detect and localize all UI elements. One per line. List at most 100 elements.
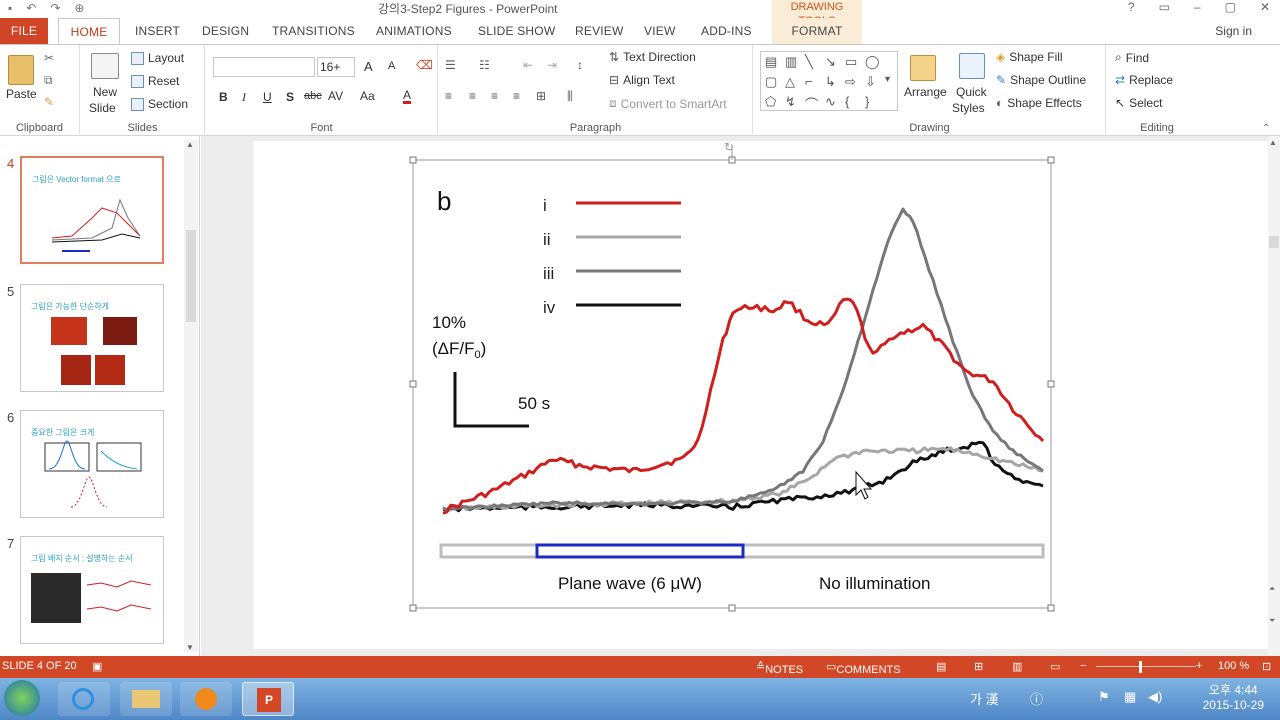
slide-thumbnail-4[interactable]: 그림은 Vector format 으로 <box>20 156 164 264</box>
section-button[interactable]: Section <box>131 97 188 111</box>
oval-shape-icon[interactable]: ◯ <box>865 54 880 69</box>
layout-button[interactable]: Layout <box>131 51 184 65</box>
slide-thumbnail-6[interactable]: 중요한 그림은 크게 <box>20 410 164 518</box>
normal-view-icon[interactable]: ▤ <box>936 661 947 673</box>
tab-slide-show[interactable]: SLIDE SHOW <box>478 24 556 38</box>
ime-help-icon[interactable]: ⓘ <box>1030 692 1044 707</box>
shape-outline-button[interactable]: ✎ Shape Outline <box>996 73 1086 87</box>
action-center-flag-icon[interactable]: ⚑ <box>1098 689 1110 704</box>
numbering-icon[interactable]: ☷ <box>479 58 490 72</box>
new-slide-icon[interactable] <box>91 53 119 79</box>
restore-button[interactable]: ▢ <box>1224 0 1236 14</box>
right-brace-shape-icon[interactable]: } <box>865 94 870 109</box>
tab-review[interactable]: REVIEW <box>575 24 624 38</box>
thumbnails-scrollbar-thumb[interactable] <box>186 230 196 322</box>
tab-animations[interactable]: ANIMATIONS <box>376 24 452 38</box>
network-icon[interactable]: ▦ <box>1124 689 1137 704</box>
quick-styles-button-line2[interactable]: Styles <box>952 101 985 115</box>
spell-check-icon[interactable]: ▣ <box>92 661 103 673</box>
figure-graphic[interactable]: ↻ b i ii iii iv 10% (ΔF/F0) 50 s <box>253 140 1271 649</box>
slide-sorter-view-icon[interactable]: ⊞ <box>974 661 984 673</box>
line-shape-icon[interactable]: ╲ <box>805 54 813 69</box>
new-slide-button-line2[interactable]: Slide <box>89 101 116 115</box>
shrink-font-button[interactable]: A <box>388 60 396 72</box>
zoom-level[interactable]: 100 % <box>1218 660 1250 672</box>
arrow-line-shape-icon[interactable]: ↘ <box>825 54 836 69</box>
format-painter-icon[interactable]: ✎ <box>44 95 55 109</box>
zoom-slider-thumb[interactable] <box>1139 661 1142 673</box>
paste-button[interactable]: Paste <box>6 87 37 101</box>
font-size-input[interactable]: 16+ <box>317 57 355 77</box>
current-slide[interactable]: ↻ b i ii iii iv 10% (ΔF/F0) 50 s <box>253 140 1271 649</box>
decrease-indent-icon[interactable]: ⇤ <box>523 58 534 72</box>
reset-button[interactable]: Reset <box>131 74 179 88</box>
resize-handle[interactable] <box>728 604 736 612</box>
right-arrow-shape-icon[interactable]: ⇨ <box>845 74 856 89</box>
underline-button[interactable]: U <box>263 90 272 104</box>
scroll-up-icon[interactable]: ▲ <box>186 140 194 149</box>
zoom-out-button[interactable]: − <box>1080 660 1087 672</box>
resize-handle[interactable] <box>409 380 417 388</box>
reading-view-icon[interactable]: ▥ <box>1012 661 1023 673</box>
minimize-button[interactable]: – <box>1193 0 1201 14</box>
zoom-slider-track[interactable] <box>1096 666 1196 667</box>
textbox-shape-icon[interactable]: ▤ <box>765 54 778 69</box>
change-case-button[interactable]: Aa <box>360 89 375 103</box>
tab-transitions[interactable]: TRANSITIONS <box>272 24 355 38</box>
bold-button[interactable]: B <box>219 90 228 104</box>
increase-indent-icon[interactable]: ⇥ <box>547 58 558 72</box>
resize-handle[interactable] <box>1047 156 1055 164</box>
text-direction-button[interactable]: ⇅ Text Direction <box>609 50 696 64</box>
new-slide-button-line1[interactable]: New <box>93 85 118 99</box>
close-button[interactable]: ✕ <box>1259 0 1270 14</box>
notes-button[interactable]: ≙ NOTES <box>756 661 804 676</box>
character-spacing-button[interactable]: AV <box>328 89 344 103</box>
internet-explorer-icon[interactable] <box>58 682 110 716</box>
tab-file[interactable]: FILE <box>0 18 48 44</box>
thumbnails-scrollbar[interactable]: ▲ ▼ <box>184 140 198 652</box>
cut-icon[interactable]: ✂ <box>44 51 55 65</box>
tab-view[interactable]: VIEW <box>644 24 676 38</box>
selection-handles[interactable] <box>409 156 1055 612</box>
scroll-down-icon[interactable]: ▼ <box>186 643 194 652</box>
zoom-in-button[interactable]: + <box>1196 660 1203 672</box>
elbow-connector-shape-icon[interactable]: ⌐ <box>805 74 813 89</box>
slide-show-view-icon[interactable]: ▭ <box>1050 661 1061 673</box>
italic-button[interactable]: I <box>242 90 246 104</box>
arrange-icon[interactable] <box>910 55 936 81</box>
curve-shape-icon[interactable]: ∿ <box>825 94 836 109</box>
tab-insert[interactable]: INSERT <box>135 24 180 38</box>
grow-font-button[interactable]: A <box>364 59 373 74</box>
font-color-button[interactable]: A <box>403 88 412 104</box>
tab-add-ins[interactable]: ADD-INS <box>701 24 752 38</box>
find-button[interactable]: ⌕ Find <box>1115 50 1149 65</box>
convert-to-smartart-button[interactable]: ⧈ Convert to SmartArt <box>609 96 727 111</box>
fit-slide-icon[interactable]: ⊡ <box>1262 661 1272 673</box>
replace-button[interactable]: ⇄ Replace <box>1115 73 1173 87</box>
save-icon[interactable]: ▪ <box>8 1 13 15</box>
copy-icon[interactable]: ⧉ <box>44 73 53 87</box>
paste-icon[interactable] <box>8 55 34 85</box>
shapes-gallery[interactable]: ▤ ▥ ╲ ↘ ▭ ◯ ▢ △ ⌐ ↳ ⇨ ⇩ ⬠ ↯ ⌒ ∿ { } ▾ <box>760 51 898 112</box>
bullets-icon[interactable]: ☰ <box>445 58 456 72</box>
slide-vertical-scrollbar[interactable]: ▲ ⏶ ⏷ <box>1268 136 1280 656</box>
ime-indicator[interactable]: 가 漢 <box>970 692 999 707</box>
text-shadow-button[interactable]: S <box>286 90 295 104</box>
slide-scrollbar-thumb[interactable] <box>1269 236 1279 248</box>
system-clock[interactable]: 오후 4:44 2015-10-29 <box>1203 683 1264 713</box>
tab-design[interactable]: DESIGN <box>202 24 250 38</box>
slide-thumbnail-5[interactable]: 그림은 가능한 단순하게 <box>20 284 164 392</box>
shape-fill-button[interactable]: ◈ Shape Fill <box>996 50 1063 64</box>
redo-icon[interactable]: ↷ <box>50 1 61 15</box>
left-brace-shape-icon[interactable]: { <box>845 94 850 109</box>
rectangle-shape-icon[interactable]: ▭ <box>845 54 858 69</box>
select-button[interactable]: ↖ Select <box>1115 96 1162 110</box>
help-button[interactable]: ? <box>1127 0 1135 14</box>
freeform-shape-icon[interactable]: ⬠ <box>765 94 777 109</box>
align-text-button[interactable]: ⊟ Align Text <box>609 73 675 87</box>
comments-button[interactable]: ▭ COMMENTS <box>826 661 901 676</box>
arc-shape-icon[interactable]: ⌒ <box>805 97 819 112</box>
down-arrow-shape-icon[interactable]: ⇩ <box>865 74 876 89</box>
slide-thumbnail-7[interactable]: 그림 배치 순서 : 설명하는 순서 <box>20 536 164 644</box>
resize-handle[interactable] <box>409 604 417 612</box>
